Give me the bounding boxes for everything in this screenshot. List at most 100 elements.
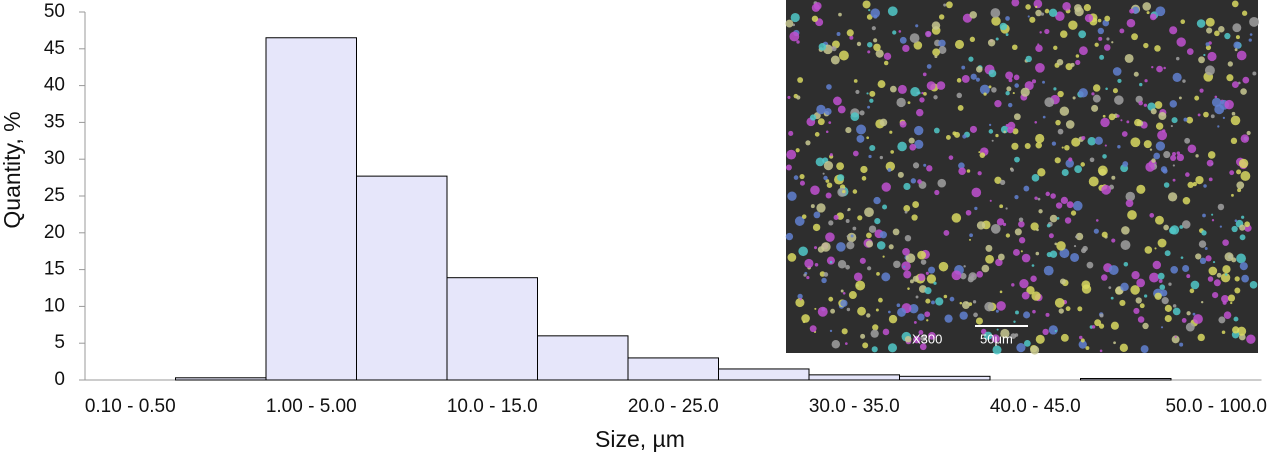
speckle bbox=[1110, 296, 1114, 300]
speckle bbox=[797, 293, 803, 300]
speckle bbox=[1014, 195, 1019, 200]
speckle bbox=[1112, 67, 1122, 76]
speckle bbox=[1035, 44, 1043, 53]
speckle bbox=[989, 199, 992, 202]
speckle bbox=[1013, 249, 1020, 256]
speckle bbox=[997, 253, 1005, 261]
speckle bbox=[836, 162, 845, 171]
speckle bbox=[825, 130, 829, 134]
speckle bbox=[786, 149, 797, 160]
speckle bbox=[1161, 297, 1169, 305]
speckle bbox=[1201, 230, 1207, 236]
speckle bbox=[826, 84, 832, 90]
speckle bbox=[914, 139, 924, 149]
speckle bbox=[1129, 8, 1135, 14]
speckle bbox=[1189, 288, 1195, 294]
speckle bbox=[943, 230, 950, 236]
speckle bbox=[968, 238, 972, 241]
speckle bbox=[1208, 177, 1213, 182]
speckle bbox=[869, 90, 876, 97]
speckle bbox=[799, 180, 805, 186]
speckle bbox=[1108, 113, 1116, 121]
speckle bbox=[885, 161, 896, 172]
speckle bbox=[1044, 97, 1055, 108]
speckle bbox=[805, 140, 811, 146]
speckle bbox=[790, 12, 800, 23]
speckle bbox=[1142, 2, 1152, 11]
speckle bbox=[869, 144, 876, 152]
speckle bbox=[1042, 115, 1046, 119]
y-tick-label: 50 bbox=[44, 1, 65, 22]
speckle bbox=[882, 328, 890, 336]
speckle bbox=[1023, 311, 1031, 319]
speckle bbox=[926, 165, 933, 172]
speckle bbox=[862, 0, 871, 9]
speckle bbox=[1169, 225, 1180, 235]
speckle bbox=[928, 331, 936, 340]
speckle bbox=[1081, 247, 1087, 254]
speckle bbox=[920, 259, 927, 265]
speckle bbox=[1035, 9, 1042, 17]
speckle bbox=[1134, 118, 1142, 127]
speckle bbox=[958, 167, 966, 176]
speckle bbox=[1060, 30, 1068, 38]
speckle bbox=[1030, 275, 1037, 282]
speckle bbox=[996, 218, 1005, 226]
speckle bbox=[910, 86, 920, 97]
speckle bbox=[1246, 334, 1256, 344]
speckle bbox=[994, 176, 1002, 184]
speckle bbox=[944, 314, 953, 323]
speckle bbox=[1172, 164, 1175, 167]
speckle bbox=[1203, 111, 1209, 118]
speckle bbox=[1174, 335, 1177, 338]
speckle bbox=[842, 189, 846, 194]
speckle bbox=[928, 266, 936, 274]
speckle bbox=[866, 136, 870, 140]
speckle bbox=[1095, 219, 1099, 222]
speckle bbox=[1181, 318, 1187, 323]
speckle bbox=[925, 30, 932, 38]
speckle bbox=[831, 46, 837, 52]
speckle bbox=[1204, 247, 1208, 250]
speckle bbox=[1099, 349, 1103, 353]
speckle bbox=[1238, 158, 1249, 169]
speckle bbox=[1094, 42, 1099, 47]
speckle bbox=[788, 130, 794, 137]
speckle bbox=[842, 291, 846, 295]
speckle bbox=[882, 204, 888, 210]
speckle bbox=[1072, 96, 1076, 100]
speckle bbox=[1130, 285, 1140, 295]
speckle bbox=[1070, 210, 1077, 216]
speckle bbox=[798, 246, 808, 257]
speckle bbox=[1143, 140, 1152, 149]
speckle bbox=[1000, 328, 1010, 339]
speckle bbox=[1031, 79, 1037, 84]
speckle bbox=[1170, 265, 1179, 274]
speckle bbox=[1222, 116, 1226, 120]
speckle bbox=[922, 72, 927, 77]
speckle bbox=[1207, 276, 1214, 282]
speckle bbox=[1070, 62, 1075, 67]
bar bbox=[175, 377, 267, 381]
bar bbox=[627, 357, 719, 381]
speckle bbox=[938, 14, 945, 20]
speckle bbox=[1223, 311, 1232, 319]
speckle bbox=[1218, 25, 1225, 33]
speckle bbox=[816, 104, 826, 115]
speckle bbox=[846, 29, 854, 37]
speckle bbox=[1005, 233, 1011, 238]
speckle bbox=[971, 187, 982, 198]
speckle bbox=[1034, 120, 1038, 124]
speckle bbox=[1056, 58, 1064, 66]
speckle bbox=[1163, 151, 1171, 159]
speckle bbox=[1039, 31, 1042, 34]
y-tick-label: 0 bbox=[54, 369, 65, 390]
speckle bbox=[862, 342, 869, 349]
speckle bbox=[1018, 220, 1025, 228]
speckle bbox=[1207, 51, 1217, 62]
speckle bbox=[892, 30, 897, 35]
speckle bbox=[949, 296, 955, 302]
speckle bbox=[883, 52, 892, 61]
